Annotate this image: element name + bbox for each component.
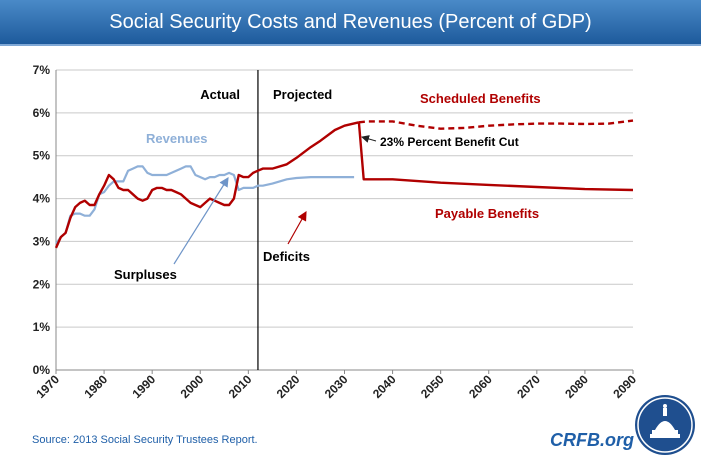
y-tick-label: 2%	[33, 277, 51, 291]
x-tick-label: 1980	[81, 372, 110, 401]
crfb-brand-link[interactable]: CRFB.org	[550, 430, 634, 450]
x-tick-label: 2010	[226, 372, 255, 401]
y-tick-label: 4%	[33, 192, 51, 206]
label-actual: Actual	[200, 87, 240, 102]
label-payable-benefits: Payable Benefits	[435, 206, 539, 221]
chart-title: Social Security Costs and Revenues (Perc…	[109, 11, 592, 33]
deficits-arrow	[287, 210, 307, 245]
revenues-line	[55, 165, 355, 245]
label-benefit-cut: 23% Percent Benefit Cut	[380, 135, 519, 149]
source-note: Source: 2013 Social Security Trustees Re…	[32, 434, 258, 446]
y-tick-label: 3%	[33, 234, 51, 248]
payable-benefits-line	[357, 122, 634, 192]
label-deficits: Deficits	[263, 249, 310, 264]
label-surpluses: Surpluses	[114, 267, 177, 282]
x-tick-label: 2020	[274, 372, 303, 401]
title-bar: Social Security Costs and Revenues (Perc…	[0, 0, 701, 46]
x-tick-label: 2060	[466, 372, 495, 401]
benefit-cut-arrow	[361, 135, 377, 143]
capitol-dome-seal-icon	[635, 395, 695, 455]
x-tick-label: 2000	[178, 372, 207, 401]
y-tick-label: 6%	[33, 106, 51, 120]
label-projected: Projected	[273, 87, 332, 102]
scheduled-benefits-line	[54, 121, 360, 249]
scheduled-benefits-projected-line	[358, 119, 634, 130]
x-tick-label: 2050	[418, 372, 447, 401]
label-revenues: Revenues	[146, 131, 207, 146]
y-tick-label: 7%	[33, 63, 51, 77]
x-tick-label: 2040	[370, 372, 399, 401]
x-tick-label: 2080	[562, 372, 591, 401]
y-tick-label: 5%	[33, 149, 51, 163]
x-tick-label: 2070	[514, 372, 543, 401]
y-tick-label: 1%	[33, 320, 51, 334]
label-scheduled-benefits: Scheduled Benefits	[420, 91, 541, 106]
y-tick-label: 0%	[33, 363, 51, 377]
surpluses-arrow	[173, 176, 229, 265]
x-tick-label: 2030	[322, 372, 351, 401]
x-tick-label: 1990	[130, 372, 159, 401]
